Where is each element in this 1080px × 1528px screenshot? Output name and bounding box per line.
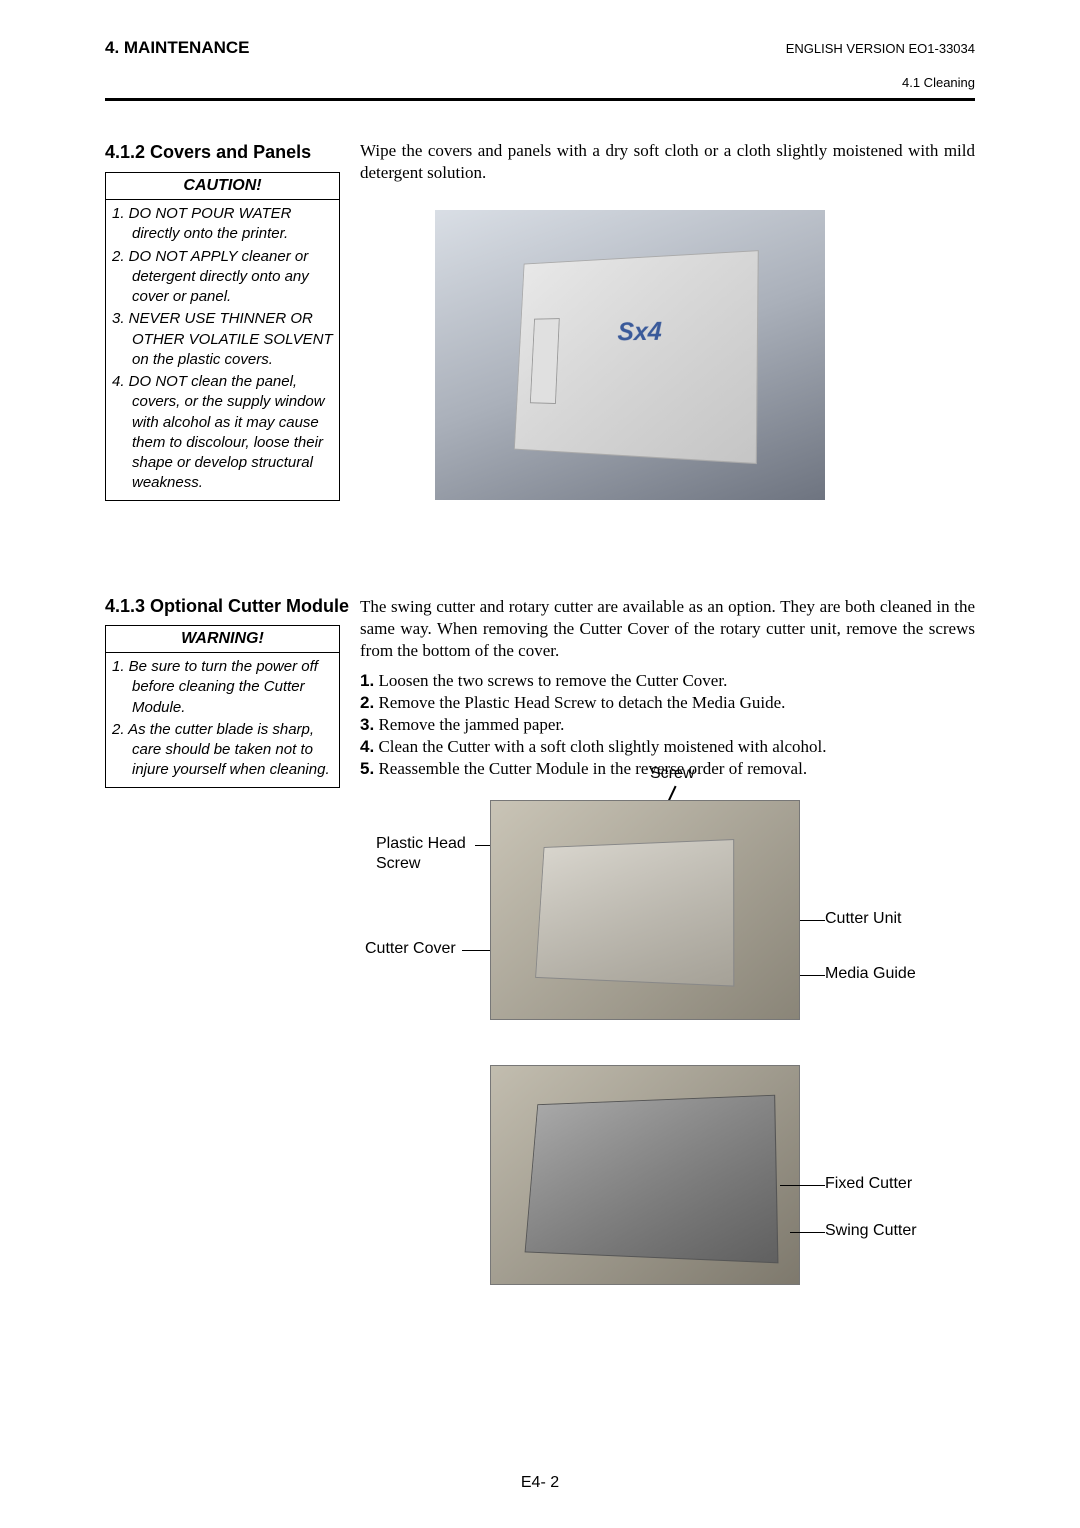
printer-image: Sx4 bbox=[435, 210, 825, 500]
printer-logo: Sx4 bbox=[617, 316, 662, 347]
screw-label: Screw bbox=[650, 765, 694, 783]
section-413-intro: The swing cutter and rotary cutter are a… bbox=[360, 596, 975, 662]
caution-title: CAUTION! bbox=[106, 173, 339, 200]
caution-item: 4. DO NOT clean the panel, covers, or th… bbox=[112, 372, 333, 494]
caution-item: 3. NEVER USE THINNER OR OTHER VOLATILE S… bbox=[112, 309, 333, 370]
version-label: ENGLISH VERSION EO1-33034 bbox=[786, 41, 975, 56]
cutter-cover-label: Cutter Cover bbox=[365, 940, 456, 958]
warning-box: WARNING! 1. Be sure to turn the power of… bbox=[105, 625, 340, 788]
swing-cutter-label: Swing Cutter bbox=[825, 1222, 917, 1240]
caution-item: 1. DO NOT POUR WATER directly onto the p… bbox=[112, 204, 333, 245]
header-rule bbox=[105, 98, 975, 101]
warning-title: WARNING! bbox=[106, 626, 339, 653]
plastic-head-label-2: Screw bbox=[376, 855, 420, 873]
steps-list: 1. Loosen the two screws to remove the C… bbox=[360, 670, 975, 780]
warning-item: 2. As the cutter blade is sharp, care sh… bbox=[112, 720, 333, 781]
section-413-heading: 4.1.3 Optional Cutter Module bbox=[105, 596, 349, 617]
warning-item: 1. Be sure to turn the power off before … bbox=[112, 657, 333, 718]
section-ref: 4.1 Cleaning bbox=[902, 75, 975, 90]
cutter-unit-label: Cutter Unit bbox=[825, 910, 901, 928]
caution-item: 2. DO NOT APPLY cleaner or detergent dir… bbox=[112, 247, 333, 308]
section-412-intro: Wipe the covers and panels with a dry so… bbox=[360, 140, 975, 184]
page-footer: E4- 2 bbox=[0, 1474, 1080, 1492]
caution-body: 1. DO NOT POUR WATER directly onto the p… bbox=[106, 200, 339, 500]
diagram-photo-1 bbox=[490, 800, 800, 1020]
section-412-heading: 4.1.2 Covers and Panels bbox=[105, 142, 311, 163]
step-item: 3. Remove the jammed paper. bbox=[360, 714, 975, 736]
chapter-title: 4. MAINTENANCE bbox=[105, 38, 250, 58]
caution-box: CAUTION! 1. DO NOT POUR WATER directly o… bbox=[105, 172, 340, 501]
step-item: 2. Remove the Plastic Head Screw to deta… bbox=[360, 692, 975, 714]
step-item: 1. Loosen the two screws to remove the C… bbox=[360, 670, 975, 692]
media-guide-label: Media Guide bbox=[825, 965, 916, 983]
plastic-head-label-1: Plastic Head bbox=[376, 835, 466, 853]
warning-body: 1. Be sure to turn the power off before … bbox=[106, 653, 339, 787]
cutter-diagram-1: Screw Plastic Head Screw Cutter Cover Cu… bbox=[360, 770, 980, 1040]
step-item: 4. Clean the Cutter with a soft cloth sl… bbox=[360, 736, 975, 758]
cutter-diagram-2 bbox=[490, 1065, 800, 1285]
fixed-cutter-label: Fixed Cutter bbox=[825, 1175, 912, 1193]
